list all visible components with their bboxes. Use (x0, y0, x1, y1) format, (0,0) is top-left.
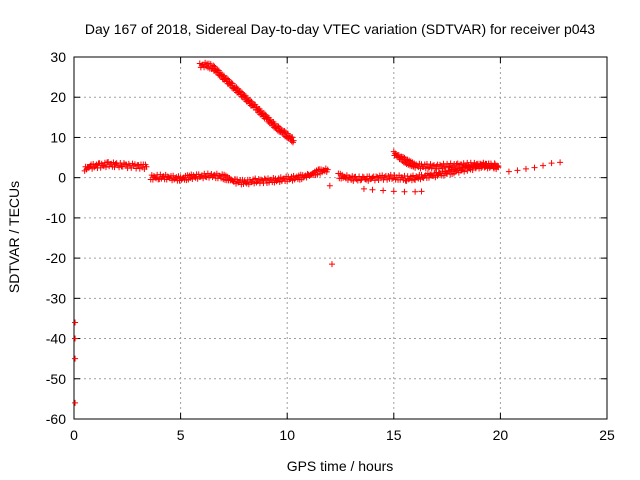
data-point (380, 187, 387, 194)
data-point (548, 160, 555, 167)
data-point (390, 188, 397, 195)
data-point (514, 167, 521, 174)
data-point (468, 163, 475, 170)
data-point (522, 165, 529, 172)
data-point (233, 84, 240, 91)
y-tick-label: -50 (46, 371, 66, 387)
data-point (72, 399, 79, 406)
data-point (540, 162, 547, 169)
y-tick-label: -30 (46, 290, 66, 306)
data-point (531, 164, 538, 171)
data-point (143, 163, 150, 170)
data-point (240, 92, 247, 99)
data-point (248, 98, 255, 105)
data-point (202, 173, 209, 180)
data-point (314, 171, 321, 178)
data-point (72, 319, 79, 326)
x-tick-label: 25 (599, 427, 615, 443)
data-point (557, 159, 564, 166)
data-point (210, 62, 217, 69)
data-point (401, 188, 408, 195)
data-point (412, 188, 419, 195)
data-point (104, 159, 111, 166)
y-tick-label: -60 (46, 411, 66, 427)
data-point (328, 261, 335, 268)
y-tick-label: 20 (50, 89, 66, 105)
data-points (72, 59, 564, 406)
data-point (234, 85, 241, 92)
chart-title: Day 167 of 2018, Sidereal Day-to-day VTE… (85, 21, 595, 37)
data-point (228, 79, 235, 86)
y-tick-label: -10 (46, 210, 66, 226)
data-point (72, 355, 79, 362)
data-point (494, 163, 501, 170)
data-point (225, 76, 232, 83)
axis-ticks: 0 5 10 15 20 25 -60 -50 -40 -30 -20 -10 0 10 20 30 (46, 49, 615, 443)
data-point (289, 134, 296, 141)
data-point (224, 75, 231, 82)
data-point (373, 173, 380, 180)
data-point (461, 168, 468, 175)
y-tick-label: -20 (46, 250, 66, 266)
data-point (72, 335, 79, 342)
data-point (239, 89, 246, 96)
data-point (211, 63, 218, 70)
data-point (491, 160, 498, 167)
data-point (290, 137, 297, 144)
data-point (388, 175, 395, 182)
data-point (495, 163, 502, 170)
x-tick-label: 0 (70, 427, 78, 443)
y-axis-label: SDTVAR / TECUs (6, 181, 22, 293)
x-tick-label: 20 (493, 427, 509, 443)
data-point (445, 163, 452, 170)
data-point (281, 128, 288, 135)
data-point (324, 166, 331, 173)
data-point (217, 72, 224, 79)
plot-frame (73, 56, 608, 420)
data-point (253, 179, 260, 186)
data-point (505, 168, 512, 175)
y-tick-label: 0 (58, 170, 66, 186)
data-point (102, 164, 109, 171)
data-point (429, 162, 436, 169)
data-point (214, 66, 221, 73)
data-point (369, 186, 376, 193)
data-point (237, 88, 244, 95)
data-point (247, 97, 254, 104)
data-point (402, 159, 409, 166)
data-point (360, 185, 367, 192)
data-point (275, 123, 282, 130)
x-tick-label: 15 (386, 427, 402, 443)
data-point (326, 182, 333, 189)
x-axis-label: GPS time / hours (287, 458, 394, 474)
x-tick-label: 10 (279, 427, 295, 443)
data-point (357, 177, 364, 184)
grid (74, 57, 607, 419)
data-point (418, 188, 425, 195)
data-point (262, 111, 269, 118)
data-point (409, 172, 416, 179)
data-point (436, 161, 443, 168)
y-tick-label: 10 (50, 129, 66, 145)
data-point (229, 80, 236, 87)
y-tick-label: 30 (50, 49, 66, 65)
x-tick-label: 5 (177, 427, 185, 443)
data-point (220, 72, 227, 79)
y-tick-label: -40 (46, 331, 66, 347)
